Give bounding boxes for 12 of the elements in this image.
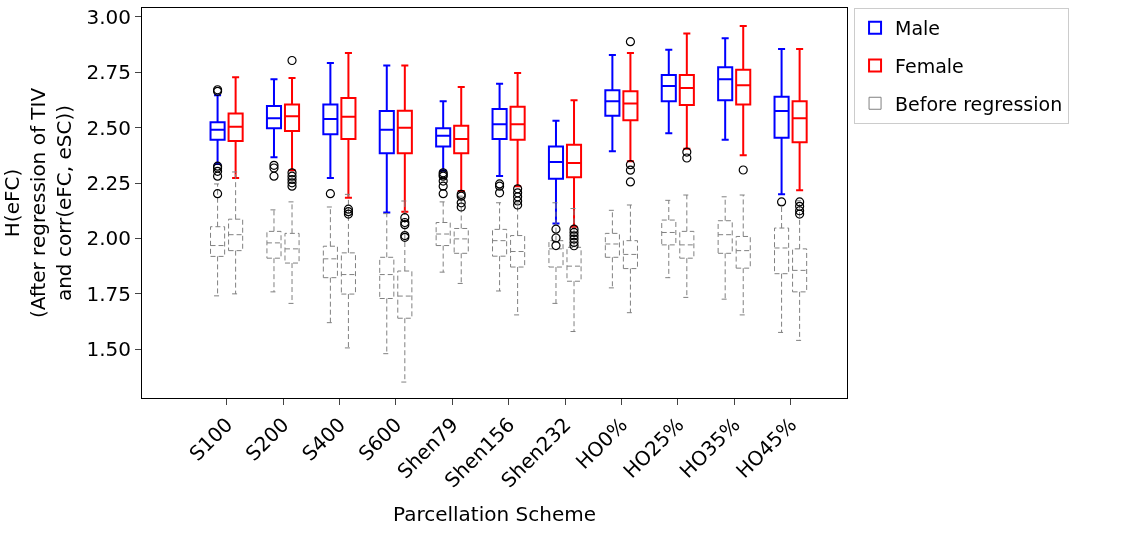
- y-tick-label: 2.75: [86, 60, 131, 85]
- y-tick-label: 3.00: [86, 4, 131, 29]
- y-tick-label: 2.50: [86, 115, 131, 140]
- y-tick-label: 1.50: [86, 337, 131, 362]
- x-axis-title: Parcellation Scheme: [393, 501, 596, 526]
- legend-label: Female: [895, 54, 964, 77]
- legend-label: Before regression: [895, 92, 1063, 115]
- y-tick-label: 2.00: [86, 226, 131, 251]
- y-axis-title: H(eFC) (After regression of TIV and corr(eFC, eSC)): [0, 87, 76, 319]
- y-tick-label: 1.75: [86, 281, 131, 306]
- legend-label: Male: [895, 17, 941, 40]
- y-tick-label: 2.25: [86, 171, 131, 196]
